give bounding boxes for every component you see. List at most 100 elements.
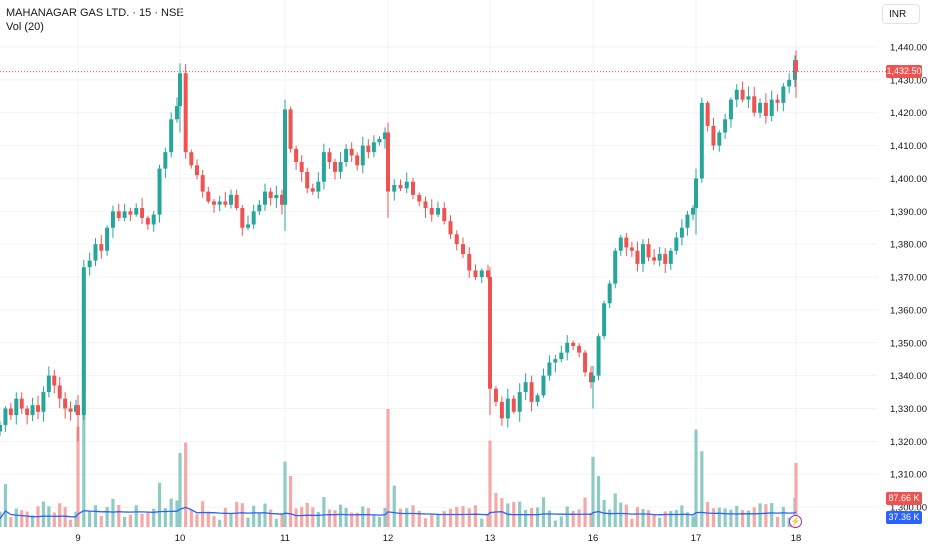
symbol-title[interactable]: MAHANAGAR GAS LTD. · 15 · NSE — [6, 7, 184, 19]
candle-body — [169, 119, 174, 153]
candle-body — [711, 125, 716, 146]
candle-body — [246, 224, 250, 228]
chart-header: MAHANAGAR GAS LTD. · 15 · NSE Vol (20) — [6, 6, 184, 34]
volume-bar — [146, 512, 150, 527]
candle-body — [691, 208, 695, 215]
volume-bar — [169, 498, 173, 527]
candle-body — [229, 194, 233, 205]
volume-bar — [41, 501, 46, 527]
volume-bar — [201, 501, 205, 527]
volume-bar — [553, 520, 557, 527]
candle-body — [461, 244, 465, 255]
time-tick-label: 11 — [280, 533, 290, 544]
candle-body — [517, 392, 522, 412]
volume-ma-path — [0, 506, 797, 519]
candle-body — [145, 217, 150, 225]
volume-bar — [223, 507, 227, 527]
volume-bar — [294, 508, 298, 527]
price-tick-label: 1,440.00 — [890, 43, 927, 54]
volume-bar — [663, 511, 667, 527]
lightning-icon[interactable]: ⚡ — [789, 515, 802, 528]
volume-bar — [58, 503, 62, 527]
volume-bar — [377, 517, 382, 527]
candle-body — [386, 132, 390, 192]
volume-bar — [68, 519, 73, 527]
volume-bar — [589, 513, 593, 527]
candle-body — [321, 152, 326, 182]
time-tick-label: 10 — [175, 533, 186, 544]
candle-body — [674, 237, 679, 251]
volume-bar — [646, 510, 651, 527]
candle-body — [717, 132, 722, 146]
volume-bar — [619, 502, 623, 527]
candle-body — [577, 346, 582, 353]
candle-body — [694, 178, 698, 209]
volume-bar — [547, 510, 552, 527]
volume-bar — [333, 510, 337, 527]
volume-bar — [0, 511, 2, 527]
volume-bar — [338, 504, 343, 527]
price-axis[interactable]: 1,300.00 1,310.00 1,320.00 1,330.00 1,340.00… — [890, 43, 927, 514]
currency-button[interactable]: INR — [882, 4, 920, 24]
volume-bar — [613, 493, 617, 527]
candle-body — [652, 257, 657, 261]
volume-bar — [711, 508, 716, 527]
volume-bar — [206, 511, 210, 527]
candle-body — [349, 148, 354, 156]
price-tick-label: 1,360.00 — [890, 305, 927, 316]
candle-body — [596, 336, 601, 376]
volume-bar — [117, 505, 121, 527]
candle-body — [195, 165, 199, 176]
candle-body — [110, 211, 115, 228]
volume-bar — [436, 513, 440, 527]
candle-body — [57, 385, 62, 399]
time-tick-label: 17 — [691, 533, 702, 544]
volume-bar — [52, 512, 56, 527]
candle-body — [624, 237, 629, 248]
candle-body — [14, 398, 19, 416]
volume-bar — [794, 462, 798, 527]
candle-body — [392, 185, 397, 192]
volume-bar — [706, 501, 710, 527]
price-tick-label: 1,390.00 — [890, 207, 927, 218]
volume-bar — [288, 475, 293, 527]
candle-body — [310, 188, 315, 192]
candle-body — [486, 270, 490, 278]
volume-bar — [405, 508, 409, 527]
candle-body — [338, 162, 343, 172]
volume-bar — [488, 440, 492, 527]
candle-body — [299, 162, 304, 172]
volume-bar — [583, 497, 587, 527]
candle-body — [411, 181, 415, 195]
candle-body — [355, 155, 360, 166]
volume-bar — [157, 482, 162, 527]
candle-body — [327, 152, 332, 163]
volume-bar — [641, 509, 645, 527]
volume-bar — [383, 507, 387, 527]
candle-body — [746, 96, 751, 100]
volume-indicator-label[interactable]: Vol (20) — [6, 21, 44, 33]
volume-bar — [252, 505, 256, 527]
price-tick-label: 1,410.00 — [890, 141, 927, 152]
volume-bar — [257, 512, 261, 527]
candle-body — [128, 211, 133, 215]
volume-bar — [423, 518, 428, 527]
volume-bar — [93, 505, 98, 527]
volume-bar — [178, 453, 182, 527]
candle-body — [787, 79, 792, 87]
volume-bar — [596, 476, 601, 527]
volume-bar — [700, 451, 704, 527]
candle-body — [140, 208, 145, 218]
volume-bar — [571, 511, 575, 527]
candle-body — [442, 208, 447, 222]
candle-body — [105, 227, 110, 251]
candle-body — [371, 142, 376, 153]
time-tick-label: 12 — [383, 533, 394, 544]
volume-bar — [691, 516, 695, 527]
volume-bar — [752, 507, 756, 527]
candle-body — [151, 214, 156, 225]
time-tick-label: 16 — [588, 533, 599, 544]
volume-bar — [128, 514, 133, 527]
time-axis[interactable]: 9 10 11 12 13 16 17 18 — [75, 533, 801, 544]
